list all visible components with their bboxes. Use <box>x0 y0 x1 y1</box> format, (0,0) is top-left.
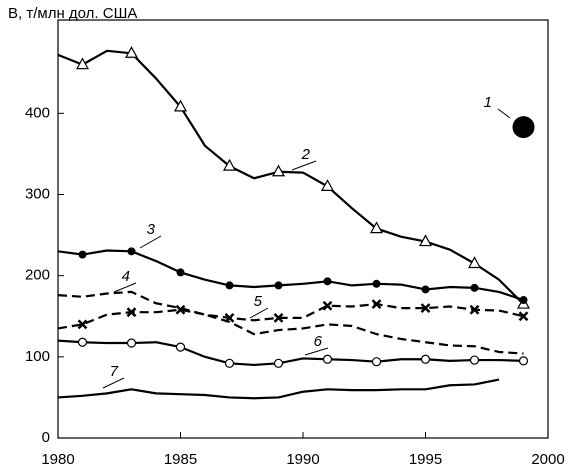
marker <box>127 247 136 256</box>
y-tick-label: 100 <box>25 348 50 365</box>
marker <box>274 281 283 290</box>
marker <box>273 312 284 323</box>
marker <box>222 158 237 171</box>
x-tick-label: 1995 <box>409 451 442 468</box>
y-tick-label: 300 <box>25 185 50 202</box>
marker <box>420 354 431 364</box>
series-label: 3 <box>147 221 156 238</box>
marker <box>273 358 284 368</box>
series-label: 1 <box>484 94 492 111</box>
marker <box>224 312 235 323</box>
x-tick-label: 1985 <box>164 451 197 468</box>
marker <box>518 311 529 322</box>
label-leader <box>139 235 162 249</box>
series-label: 4 <box>122 268 130 285</box>
series-label: 5 <box>254 293 263 310</box>
marker <box>322 354 333 364</box>
marker <box>322 300 333 311</box>
marker <box>224 358 235 368</box>
marker <box>420 303 431 314</box>
marker <box>369 221 384 234</box>
marker <box>418 234 433 247</box>
marker <box>75 57 90 70</box>
marker <box>467 256 482 269</box>
marker <box>126 307 137 318</box>
marker <box>176 268 185 277</box>
marker <box>371 299 382 309</box>
marker <box>124 46 139 58</box>
marker <box>519 296 528 305</box>
y-tick-label: 400 <box>25 104 50 121</box>
marker <box>77 319 88 330</box>
marker <box>175 304 186 315</box>
label-leader <box>304 347 329 356</box>
marker <box>323 277 332 286</box>
series-line <box>57 290 524 355</box>
label-leader <box>497 108 511 119</box>
marker <box>271 164 286 177</box>
series-label: 6 <box>314 333 323 350</box>
series-line <box>57 49 525 305</box>
y-axis-label: В, т/млн дол. США <box>8 5 137 22</box>
marker <box>469 304 480 315</box>
label-leader <box>102 377 125 389</box>
x-tick-label: 2000 <box>531 451 564 468</box>
marker <box>372 279 381 288</box>
marker <box>126 338 137 348</box>
marker <box>469 355 480 365</box>
marker <box>512 116 535 139</box>
marker <box>225 281 234 290</box>
marker <box>421 285 430 294</box>
label-leader <box>249 307 269 319</box>
x-tick-label: 1980 <box>41 451 74 468</box>
marker <box>173 99 188 112</box>
marker <box>77 337 88 347</box>
series-line <box>57 378 500 400</box>
x-tick-label: 1990 <box>286 451 319 468</box>
series-label: 2 <box>301 146 311 163</box>
label-leader <box>291 160 317 171</box>
marker <box>78 250 87 259</box>
marker <box>518 356 529 366</box>
series-line <box>57 249 524 302</box>
y-tick-label: 200 <box>25 267 50 284</box>
label-leader <box>113 282 137 293</box>
marker <box>175 342 186 352</box>
marker <box>320 179 335 191</box>
plot-frame <box>57 19 549 439</box>
marker <box>371 357 382 367</box>
series-line <box>57 302 524 330</box>
marker <box>470 283 479 292</box>
y-tick-label: 0 <box>42 429 50 446</box>
series-label: 7 <box>110 363 119 380</box>
